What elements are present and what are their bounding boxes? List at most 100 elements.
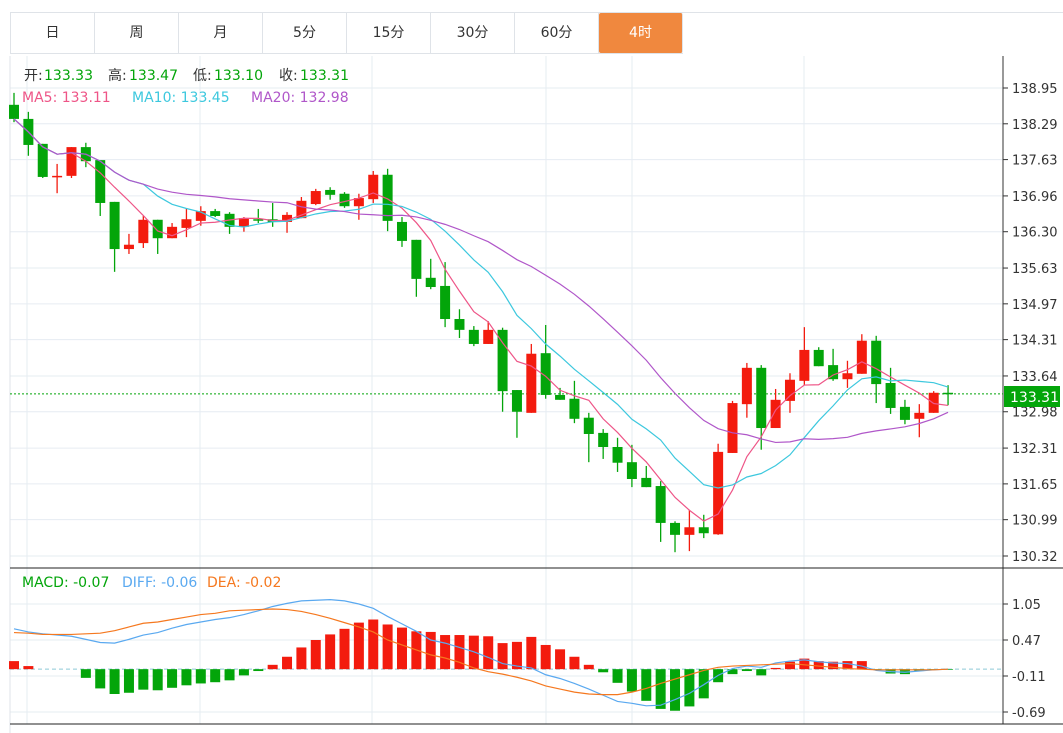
macd-bar — [382, 624, 393, 670]
tab-5min[interactable]: 5分 — [263, 13, 347, 53]
divider — [682, 12, 1063, 13]
candle — [914, 404, 925, 438]
macd-bar — [210, 669, 221, 683]
candle — [66, 147, 77, 179]
candle — [928, 391, 939, 413]
tab-day[interactable]: 日 — [11, 13, 95, 53]
candle-body — [9, 104, 19, 119]
macd-bar — [612, 669, 623, 683]
candle — [885, 367, 896, 414]
candle — [626, 444, 637, 488]
macd-bar — [684, 669, 695, 707]
candle-body — [799, 349, 810, 381]
candle — [282, 212, 293, 233]
candle — [238, 217, 249, 232]
macd-bar — [181, 669, 192, 686]
macd-tick-label: -0.11 — [1012, 670, 1046, 685]
macd-bar — [899, 669, 910, 675]
candle-body — [310, 191, 321, 205]
macd-bar — [339, 628, 350, 670]
macd-bar — [670, 669, 681, 711]
tab-week[interactable]: 周 — [95, 13, 179, 53]
macd-bar — [511, 641, 522, 670]
candle — [310, 188, 321, 206]
candle-body — [842, 373, 853, 380]
candle — [799, 327, 810, 386]
macd-bar — [152, 669, 163, 691]
legend-dea: DEA: -0.02 — [207, 575, 281, 591]
tab-4hour[interactable]: 4时 — [599, 13, 683, 53]
tab-30min[interactable]: 30分 — [431, 13, 515, 53]
candle-body — [511, 390, 522, 412]
candle-body — [66, 147, 77, 176]
macd-bar — [353, 622, 364, 670]
price-tick-label: 131.65 — [1012, 478, 1058, 493]
legend-ma10: MA10: 133.45 — [132, 90, 230, 106]
macd-bar — [828, 661, 839, 670]
candle-body — [670, 522, 681, 535]
macd-bar — [799, 658, 810, 670]
price-tick-label: 136.30 — [1012, 226, 1058, 241]
candle-body — [37, 143, 48, 177]
candle — [670, 521, 681, 553]
candle — [339, 192, 350, 208]
candle-body — [195, 211, 206, 221]
legend-low-label: 低: — [193, 68, 212, 84]
candle-body — [756, 367, 767, 429]
candle — [828, 348, 839, 381]
candle — [253, 208, 264, 224]
candle — [23, 111, 34, 156]
macd-bar — [23, 666, 34, 670]
ma10-line — [13, 118, 949, 489]
current-price-badge — [1004, 386, 1060, 407]
macd-bar — [526, 636, 537, 670]
tab-15min[interactable]: 15分 — [347, 13, 431, 53]
candle — [210, 208, 221, 218]
candle — [152, 219, 163, 254]
candle — [511, 390, 522, 438]
macd-bar — [253, 669, 264, 672]
candle-body — [152, 219, 163, 239]
tab-60min[interactable]: 60分 — [515, 13, 599, 53]
candle — [181, 208, 192, 238]
candle — [899, 399, 910, 425]
candle — [713, 443, 724, 535]
candle — [267, 202, 278, 227]
candle-body — [914, 412, 925, 419]
macd-bar — [856, 661, 867, 670]
candle — [382, 168, 393, 232]
candle — [52, 163, 63, 194]
candle — [655, 481, 666, 542]
candle-body — [210, 211, 221, 216]
candle — [224, 212, 235, 234]
macd-bar — [598, 669, 609, 673]
macd-bar — [138, 669, 149, 690]
candle — [526, 343, 537, 413]
legend-close-value: 133.31 — [300, 68, 349, 84]
legend-high-value: 133.47 — [129, 68, 178, 84]
legend-high-label: 高: — [108, 67, 127, 84]
candle — [813, 347, 824, 367]
macd-bar — [741, 669, 752, 672]
legend-diff: DIFF: -0.06 — [122, 575, 197, 591]
ma-lines — [13, 118, 949, 522]
macd-bar — [9, 661, 19, 670]
tab-month[interactable]: 月 — [179, 13, 263, 53]
macd-bar — [842, 661, 853, 670]
macd-bar — [80, 669, 91, 678]
candle — [698, 514, 709, 539]
candle-body — [52, 175, 63, 178]
macd-bar — [238, 669, 249, 676]
candle-body — [382, 174, 393, 221]
diff-line — [13, 599, 949, 707]
candle — [856, 334, 867, 374]
candle — [425, 258, 436, 290]
candle — [871, 335, 882, 404]
candle — [9, 92, 19, 123]
macd-bar — [583, 664, 594, 670]
macd-bar — [368, 619, 379, 670]
current-price-label: 133.31 — [1010, 390, 1059, 406]
candle — [784, 373, 795, 413]
candle-body — [540, 353, 551, 395]
